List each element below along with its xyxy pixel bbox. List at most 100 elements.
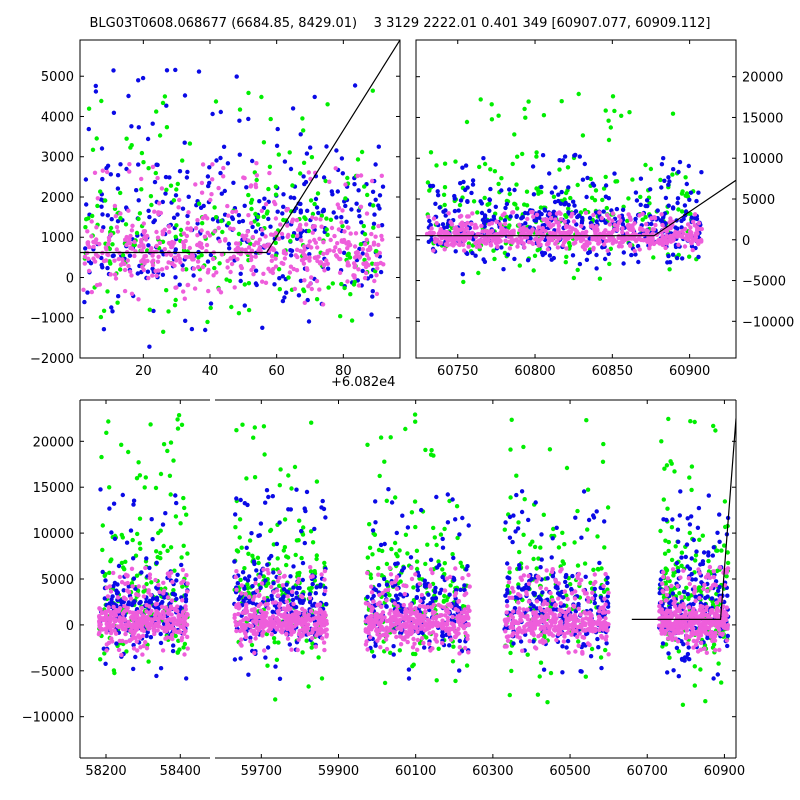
top-left-point <box>333 245 338 250</box>
top-left-point <box>366 256 371 261</box>
top-right-point <box>658 177 663 183</box>
top-left-point <box>325 102 330 107</box>
top-right-point <box>633 216 638 222</box>
top-right-point <box>676 242 681 247</box>
top-left-point <box>205 259 211 264</box>
top-right-point <box>530 164 536 169</box>
bottom-point <box>441 633 446 639</box>
bottom-point <box>367 522 372 527</box>
top-right-point <box>603 194 609 199</box>
top-left-point <box>273 240 278 246</box>
bottom-point <box>593 593 598 598</box>
bottom-point <box>129 566 135 571</box>
top-left-point <box>249 206 254 212</box>
top-right-point <box>675 226 680 231</box>
top-right-point <box>613 239 619 244</box>
top-left-point <box>298 278 304 283</box>
top-left-point <box>254 177 259 183</box>
top-left-point <box>83 177 89 182</box>
top-left-point <box>94 237 99 242</box>
top-left-point <box>343 196 348 201</box>
bottom-point <box>120 492 126 498</box>
top-left-point <box>214 270 219 275</box>
top-left-point <box>208 301 214 306</box>
bottom-point <box>521 532 526 537</box>
bottom-point <box>316 655 321 660</box>
top-left-point <box>129 273 134 278</box>
top-left-point <box>287 150 292 155</box>
bottom-point <box>134 476 140 481</box>
top-left-point <box>115 229 121 234</box>
top-right-point <box>674 255 680 261</box>
top-left-point <box>264 211 270 216</box>
top-right-point <box>469 221 474 227</box>
top-left-point <box>182 93 188 98</box>
bottom-point <box>414 566 420 572</box>
bottom-point <box>670 591 676 596</box>
top-right-y-tick-label: −5000 <box>742 275 786 290</box>
top-right-point <box>430 183 436 189</box>
top-left-point <box>150 273 155 278</box>
top-left-point <box>273 256 278 261</box>
bottom-point <box>124 649 129 654</box>
bottom-point <box>266 628 271 634</box>
bottom-point <box>604 641 609 646</box>
top-left-point <box>289 248 295 253</box>
bottom-point <box>243 591 248 597</box>
bottom-point <box>310 581 315 587</box>
top-right-point <box>576 213 582 218</box>
top-right-point <box>431 248 436 253</box>
bottom-point <box>370 552 375 557</box>
top-left-point <box>129 228 135 233</box>
bottom-point <box>281 595 286 600</box>
top-left-point <box>364 237 369 242</box>
top-left-point <box>149 202 154 208</box>
bottom-point <box>114 641 119 646</box>
top-left-point <box>215 219 221 224</box>
top-left-point <box>246 307 252 313</box>
bottom-point <box>561 561 566 566</box>
top-left-point <box>166 260 171 265</box>
top-right-point <box>571 241 576 246</box>
top-right-point <box>651 227 657 232</box>
top-right-point <box>492 256 497 262</box>
bottom-point <box>119 652 124 658</box>
bottom-point <box>705 635 710 641</box>
top-left-point <box>295 227 301 232</box>
bottom-point <box>300 577 305 583</box>
bottom-point <box>161 442 167 447</box>
top-left-point <box>355 157 361 162</box>
top-left-point <box>139 150 145 156</box>
bottom-point <box>588 654 594 659</box>
top-left-point <box>212 265 217 271</box>
top-left-point <box>269 254 275 259</box>
top-right-point <box>554 239 560 244</box>
bottom-point <box>368 575 374 581</box>
top-left-point <box>135 271 140 276</box>
top-left-point <box>379 233 384 239</box>
top-right-point <box>686 163 691 169</box>
top-right-point <box>465 185 470 190</box>
bottom-point <box>180 584 185 589</box>
bottom-point <box>579 535 584 540</box>
bottom-point <box>679 639 684 644</box>
top-left-point <box>296 293 302 298</box>
top-left-point <box>101 258 107 264</box>
top-left-point <box>191 257 196 262</box>
top-right-point <box>589 195 595 200</box>
bottom-point <box>250 600 256 606</box>
top-right-point <box>630 177 635 182</box>
top-right-point <box>543 229 548 234</box>
top-right-point <box>498 222 503 227</box>
top-left-point <box>328 217 334 222</box>
bottom-point <box>158 631 163 637</box>
bottom-point <box>431 453 436 458</box>
top-left-point <box>120 260 125 265</box>
bottom-point <box>291 585 296 590</box>
bottom-point <box>393 593 399 598</box>
top-left-point <box>196 201 202 206</box>
top-left-point <box>254 282 259 288</box>
top-left-point <box>193 182 198 187</box>
top-left-point <box>85 242 91 247</box>
top-right-point <box>562 219 567 224</box>
